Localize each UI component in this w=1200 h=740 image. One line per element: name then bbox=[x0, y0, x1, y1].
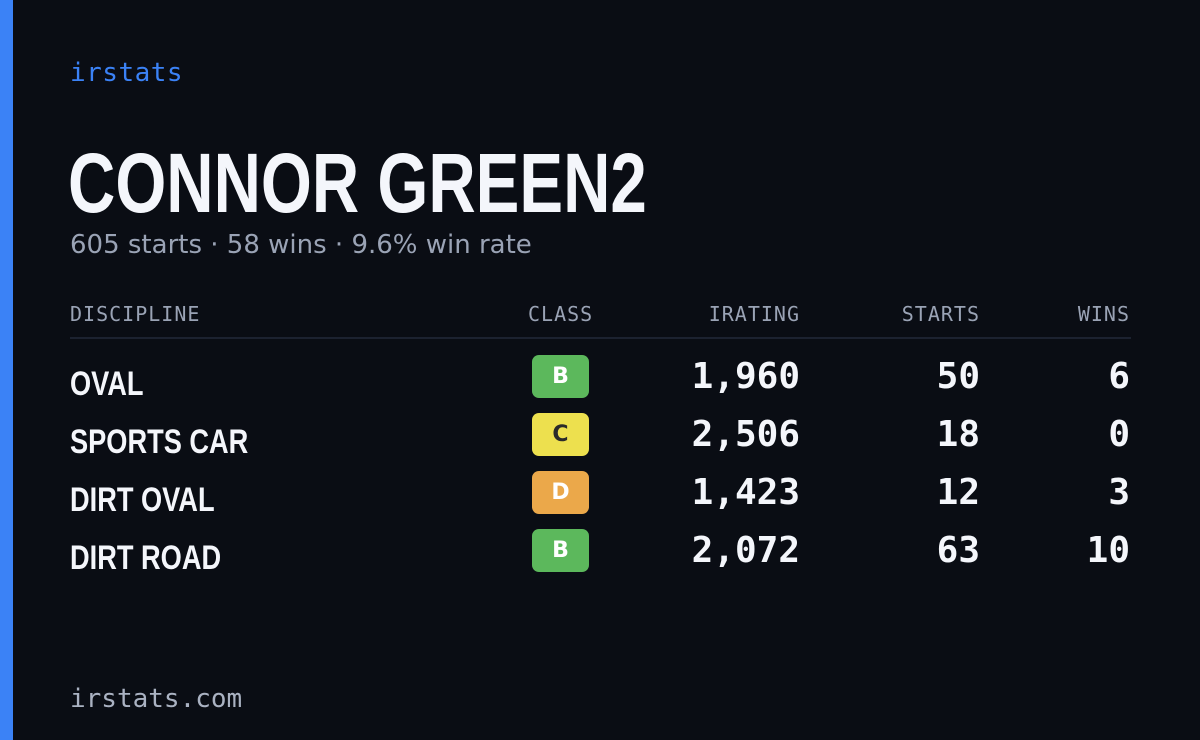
discipline-name: DIRT OVAL bbox=[70, 481, 215, 519]
table-row: DIRT OVAL D 1,423 12 3 bbox=[70, 469, 1131, 527]
table-row: OVAL B 1,960 50 6 bbox=[70, 353, 1131, 411]
irating-value: 2,506 bbox=[691, 414, 800, 455]
wins-value: 0 bbox=[1108, 414, 1130, 455]
discipline-name: OVAL bbox=[70, 365, 144, 403]
class-badge: B bbox=[532, 355, 589, 398]
header-class: CLASS bbox=[528, 302, 594, 326]
starts-value: 63 bbox=[936, 530, 980, 571]
class-badge: B bbox=[532, 529, 589, 572]
table-header: DISCIPLINE CLASS IRATING STARTS WINS bbox=[70, 296, 1131, 339]
irating-value: 1,960 bbox=[691, 356, 800, 397]
accent-bar bbox=[0, 0, 13, 740]
wins-value: 3 bbox=[1108, 472, 1130, 513]
starts-value: 50 bbox=[936, 356, 980, 397]
starts-value: 18 bbox=[936, 414, 980, 455]
class-badge: C bbox=[532, 413, 589, 456]
brand-logo-text[interactable]: irstats bbox=[70, 58, 184, 88]
discipline-name: DIRT ROAD bbox=[70, 539, 222, 577]
starts-value: 12 bbox=[936, 472, 980, 513]
wins-value: 6 bbox=[1108, 356, 1130, 397]
irating-value: 1,423 bbox=[691, 472, 800, 513]
header-wins: WINS bbox=[1077, 302, 1130, 326]
footer-url[interactable]: irstats.com bbox=[70, 684, 243, 714]
wins-value: 10 bbox=[1086, 530, 1130, 571]
table-row: DIRT ROAD B 2,072 63 10 bbox=[70, 527, 1131, 585]
discipline-name: SPORTS CAR bbox=[70, 423, 249, 461]
irating-value: 2,072 bbox=[691, 530, 800, 571]
stats-table: DISCIPLINE CLASS IRATING STARTS WINS OVA… bbox=[70, 296, 1131, 585]
header-irating: IRATING bbox=[708, 302, 800, 326]
header-discipline: DISCIPLINE bbox=[70, 302, 201, 326]
table-body: OVAL B 1,960 50 6 SPORTS CAR C 2,506 18 … bbox=[70, 353, 1131, 585]
player-name: CONNOR GREEN2 bbox=[68, 136, 647, 230]
table-row: SPORTS CAR C 2,506 18 0 bbox=[70, 411, 1131, 469]
header-starts: STARTS bbox=[901, 302, 980, 326]
class-badge: D bbox=[532, 471, 589, 514]
player-summary: 605 starts · 58 wins · 9.6% win rate bbox=[70, 230, 532, 260]
